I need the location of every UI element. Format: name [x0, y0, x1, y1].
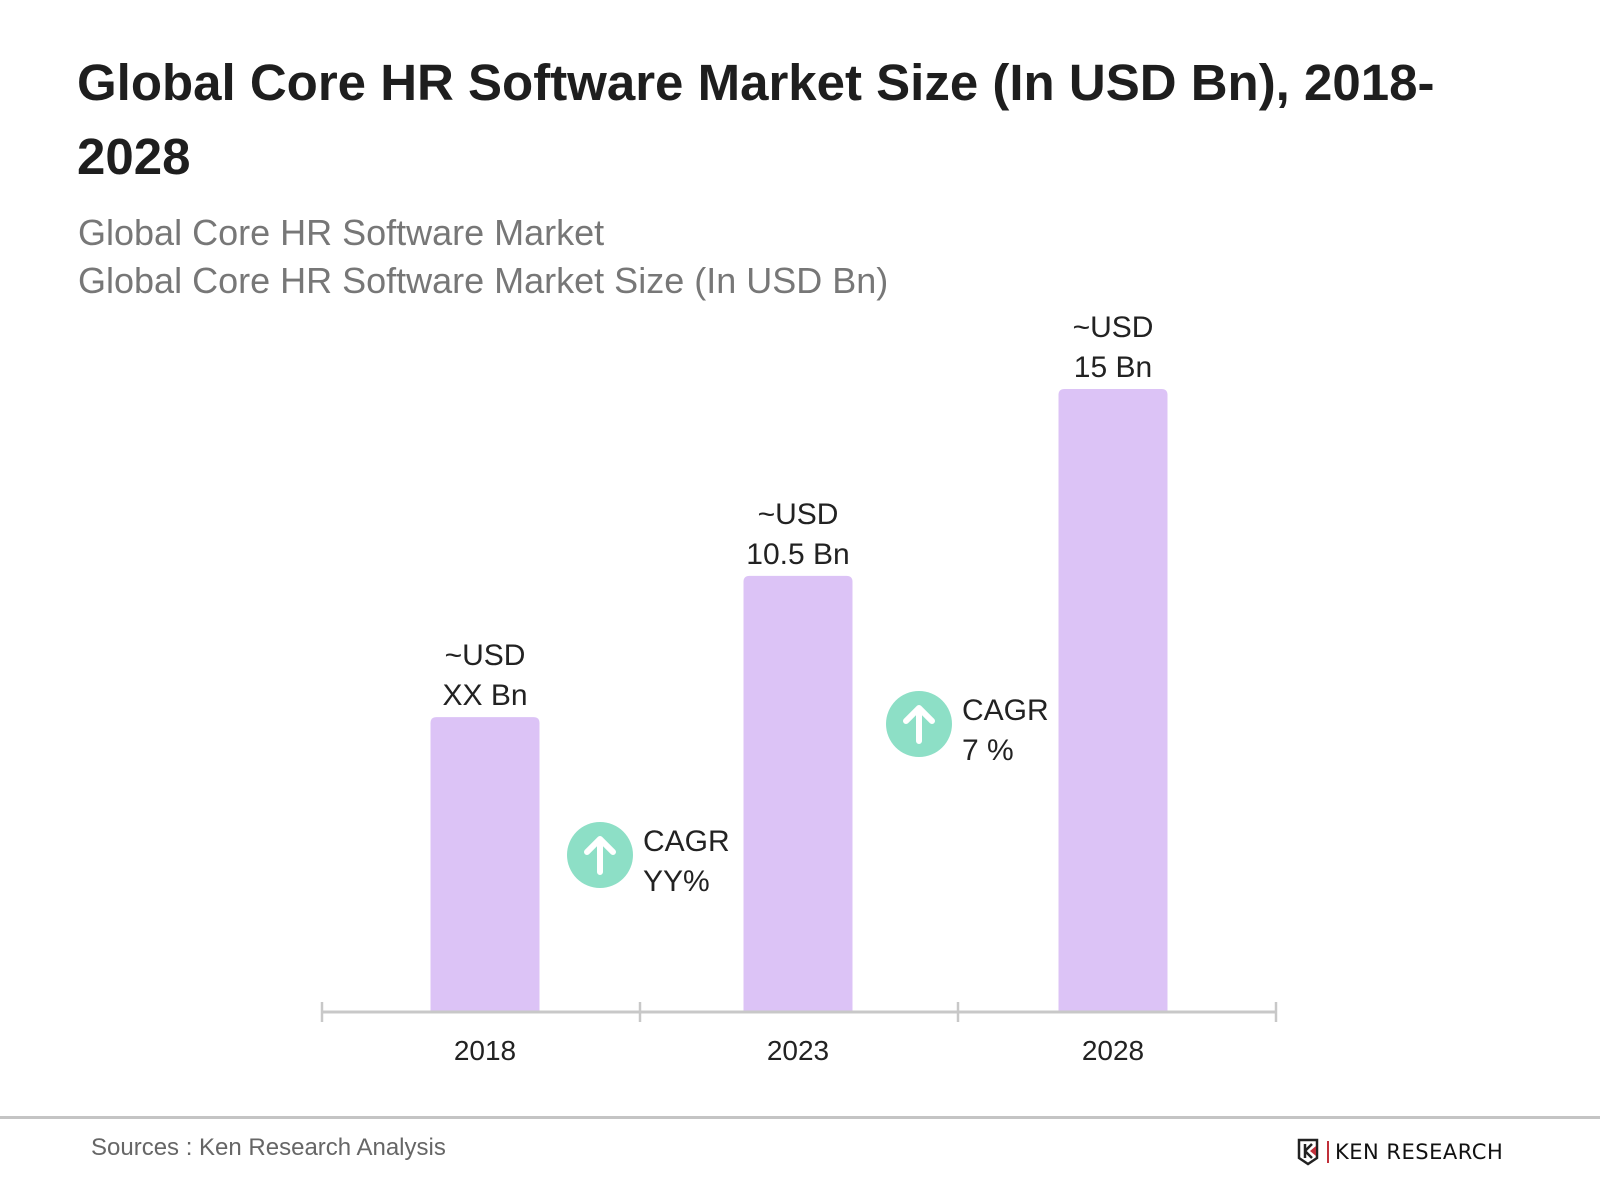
x-tick-label-2023: 2023: [767, 1035, 829, 1066]
x-tick-label-2028: 2028: [1082, 1035, 1144, 1066]
arrow-up-icon: [584, 836, 616, 875]
bar-2023: [743, 575, 853, 1012]
chart-title: Global Core HR Software Market Size (In …: [77, 54, 1435, 185]
footer-divider: [0, 1116, 1600, 1119]
cagr-label: 7 %: [962, 734, 1014, 767]
chart-subtitle: Global Core HR Software Market: [78, 212, 605, 253]
data-label-2023: 10.5 Bn: [746, 538, 849, 571]
bar-2018: [430, 717, 540, 1012]
data-label-2018: XX Bn: [442, 679, 527, 712]
data-label-2028: 15 Bn: [1074, 351, 1152, 384]
sources-note: Sources : Ken Research Analysis: [91, 1134, 446, 1161]
bar-2028: [1058, 389, 1168, 1012]
cagr-label: CAGR: [962, 694, 1049, 727]
ken-research-logo: KEN RESEARCH: [1297, 1138, 1503, 1166]
logo-text: KEN RESEARCH: [1335, 1140, 1504, 1164]
x-tick-label-2018: 2018: [454, 1035, 516, 1066]
data-label-2028: ~USD: [1073, 311, 1154, 344]
ken-research-logo-icon: [1297, 1138, 1319, 1166]
cagr-label: CAGR: [643, 825, 730, 858]
data-label-2023: ~USD: [758, 498, 839, 531]
cagr-label: YY%: [643, 865, 710, 898]
arrow-up-icon: [903, 705, 935, 744]
bar-chart: ~USD XX Bn 2018 ~USD 10.5 Bn 2023 ~USD 15 Bn 202…: [320, 311, 1278, 1066]
data-label-2018: ~USD: [445, 639, 526, 672]
chart-subtitle-2: Global Core HR Software Market Size (In …: [78, 260, 889, 301]
